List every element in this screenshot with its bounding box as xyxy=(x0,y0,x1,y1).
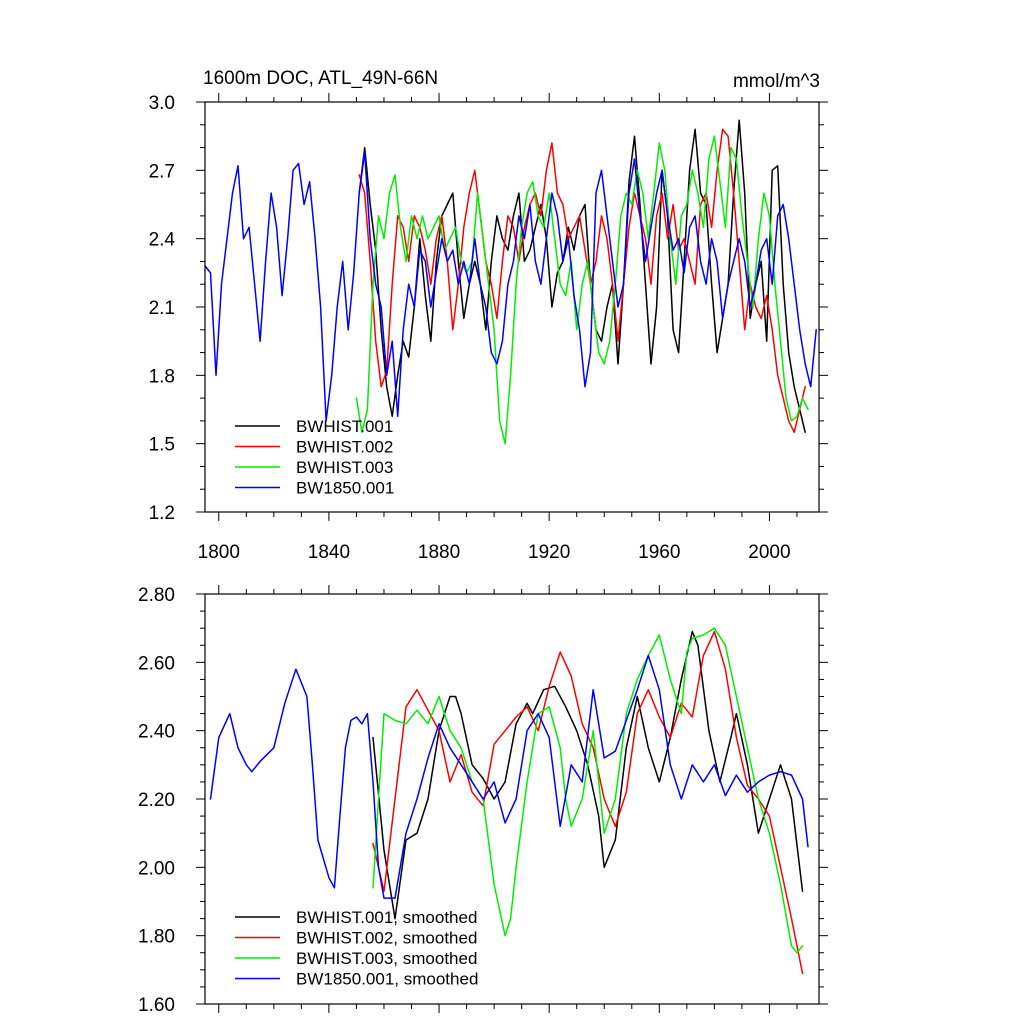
x-tick-label: 2000 xyxy=(748,542,790,563)
y-tick-label: 2.4 xyxy=(149,230,176,251)
top-plot-frame xyxy=(204,101,820,513)
y-tick-label: 1.80 xyxy=(138,927,175,948)
y-tick-label: 2.80 xyxy=(138,585,175,606)
x-tick-label: 1880 xyxy=(418,542,460,563)
legend-label: BW1850.001, smoothed xyxy=(296,970,478,989)
series-line-bwhist-003-smoothed xyxy=(372,627,804,954)
series-line-bwhist-003 xyxy=(355,135,809,445)
x-tick-label: 1800 xyxy=(198,542,240,563)
y-tick-label: 2.1 xyxy=(149,298,175,319)
x-tick-label: 1840 xyxy=(308,542,350,563)
legend-label: BWHIST.001, smoothed xyxy=(296,908,477,927)
y-tick-label: 2.7 xyxy=(149,161,175,182)
legend-label: BWHIST.002 xyxy=(296,438,393,457)
y-tick-label: 2.60 xyxy=(138,653,175,674)
bottom-legend: BWHIST.001, smoothed BWHIST.002, smoothed… xyxy=(235,908,478,989)
series-line-bw1850-001-smoothed xyxy=(209,654,809,899)
series-line-bwhist-001 xyxy=(358,119,806,434)
y-tick-label: 2.20 xyxy=(138,790,175,811)
top-axes: 1800 1840 1880 1920 1960 2000 1.2 1.5 1.8 2.1 2.4 2… xyxy=(149,93,828,563)
legend-label: BWHIST.001 xyxy=(296,417,393,436)
legend-label: BWHIST.003 xyxy=(296,458,393,477)
legend-label: BW1850.001 xyxy=(296,479,394,498)
series-line-bw1850-001 xyxy=(204,151,817,422)
y-tick-label: 1.5 xyxy=(149,435,175,456)
y-tick-label: 1.60 xyxy=(138,995,175,1016)
units-label: mmol/m^3 xyxy=(733,71,820,92)
x-tick-label: 1920 xyxy=(528,542,570,563)
bottom-axes: 1.60 1.80 2.00 2.20 2.40 2.60 2.80 xyxy=(138,585,828,1016)
series-line-bwhist-001-smoothed xyxy=(372,630,804,920)
bottom-plot-frame xyxy=(204,593,820,1005)
series-line-bwhist-002 xyxy=(358,128,806,434)
y-tick-label: 2.00 xyxy=(138,858,175,879)
y-tick-label: 2.40 xyxy=(138,722,175,743)
legend-label: BWHIST.002, smoothed xyxy=(296,929,477,948)
bottom-series-layer xyxy=(209,627,809,975)
y-tick-label: 1.8 xyxy=(149,366,175,387)
top-panel: 1600m DOC, ATL_49N-66N mmol/m^3 1800 1840… xyxy=(149,68,828,563)
y-tick-label: 1.2 xyxy=(149,503,175,524)
x-tick-label: 1960 xyxy=(638,542,680,563)
bottom-panel: 1.60 1.80 2.00 2.20 2.40 2.60 2.80 BWHIST.001,… xyxy=(138,585,828,1016)
y-tick-label: 3.0 xyxy=(149,93,175,114)
legend-label: BWHIST.003, smoothed xyxy=(296,949,477,968)
top-series-layer xyxy=(204,119,817,445)
chart-title: 1600m DOC, ATL_49N-66N xyxy=(203,68,438,89)
